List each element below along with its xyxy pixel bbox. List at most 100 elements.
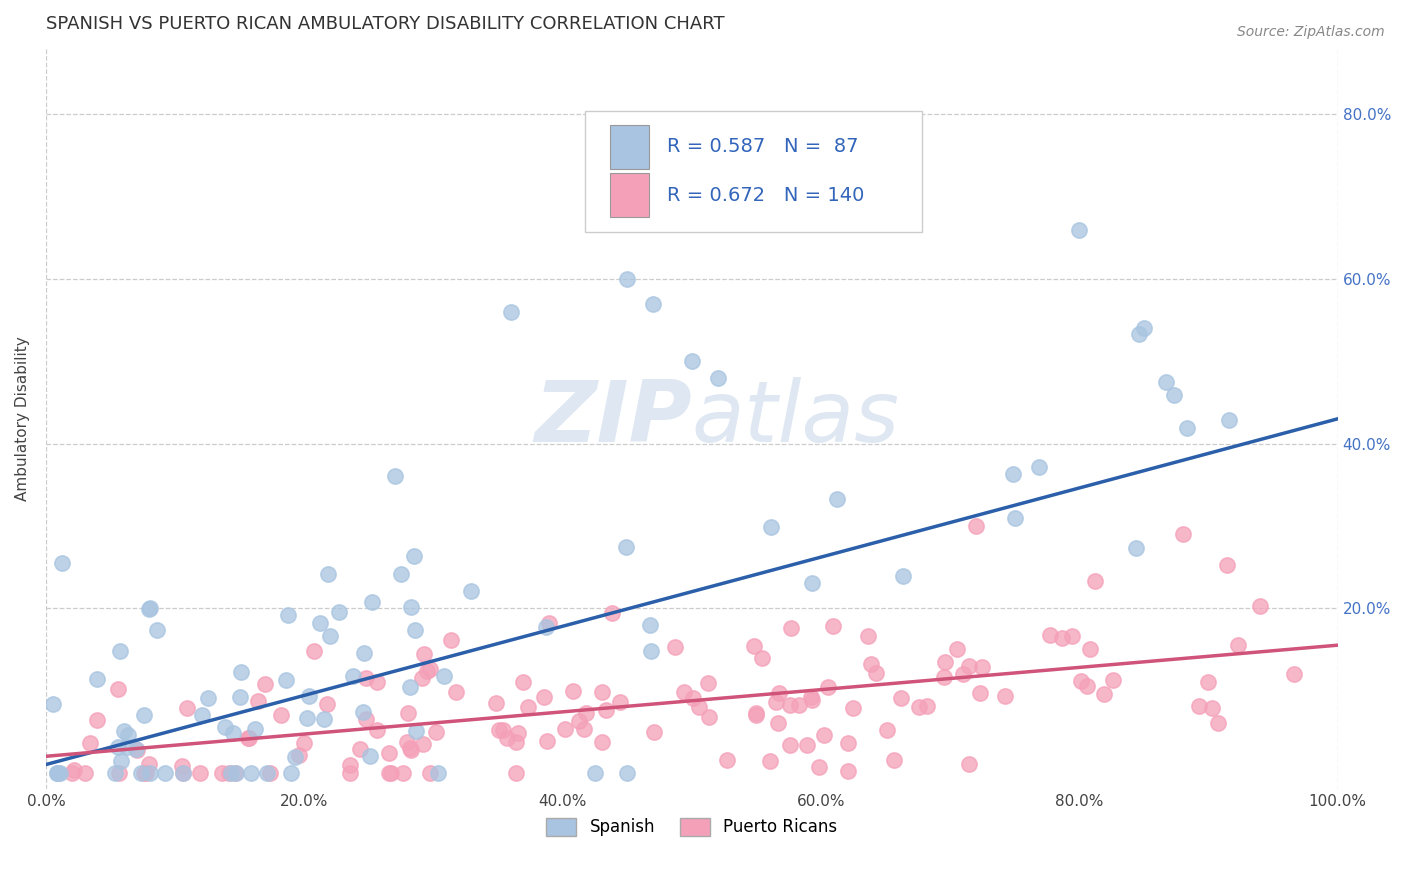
Point xyxy=(125,742,148,756)
Point xyxy=(236,731,259,746)
Point xyxy=(766,715,789,730)
Point xyxy=(575,706,598,721)
Point xyxy=(1201,700,1223,714)
Point xyxy=(412,738,434,752)
Point xyxy=(915,699,938,714)
Point xyxy=(496,731,519,746)
Point xyxy=(1050,632,1073,646)
Point xyxy=(60,765,83,780)
Point xyxy=(224,765,246,780)
Point xyxy=(1128,327,1150,342)
Point xyxy=(277,607,299,622)
Point xyxy=(664,640,686,655)
Point xyxy=(86,672,108,686)
Point xyxy=(51,556,73,570)
Point xyxy=(153,765,176,780)
Point xyxy=(825,492,848,507)
Point xyxy=(411,671,433,685)
Point xyxy=(823,618,845,632)
Point xyxy=(378,765,401,780)
Point xyxy=(419,765,441,780)
Point xyxy=(807,760,830,774)
Point xyxy=(1133,321,1156,335)
Point xyxy=(354,672,377,686)
Point xyxy=(392,765,415,780)
Point xyxy=(222,726,245,740)
Point xyxy=(413,647,436,661)
Point xyxy=(768,686,790,700)
Point xyxy=(63,764,86,778)
Point xyxy=(328,605,350,619)
Point xyxy=(672,684,695,698)
Legend: Spanish, Puerto Ricans: Spanish, Puerto Ricans xyxy=(546,818,838,837)
Point xyxy=(384,469,406,483)
Point xyxy=(837,736,859,750)
Point xyxy=(891,568,914,582)
Point xyxy=(318,629,340,643)
Point xyxy=(1218,412,1240,426)
Point xyxy=(759,519,782,533)
Point xyxy=(138,756,160,771)
Point xyxy=(699,709,721,723)
Point xyxy=(1154,375,1177,389)
Point xyxy=(801,575,824,590)
Point xyxy=(274,673,297,688)
Point xyxy=(117,728,139,742)
Point xyxy=(107,765,129,780)
Point xyxy=(339,765,361,780)
Point xyxy=(380,765,402,780)
Point xyxy=(107,739,129,754)
Point xyxy=(75,765,97,780)
Point xyxy=(259,765,281,780)
Point xyxy=(211,765,233,780)
Point xyxy=(681,354,703,368)
Point xyxy=(1102,673,1125,687)
Point xyxy=(399,743,422,757)
Point xyxy=(399,599,422,614)
Point xyxy=(416,664,439,678)
Point xyxy=(176,701,198,715)
Point xyxy=(125,743,148,757)
Point xyxy=(505,765,527,780)
Point xyxy=(342,669,364,683)
Point xyxy=(779,738,801,752)
Point xyxy=(969,685,991,699)
Point xyxy=(292,736,315,750)
Point xyxy=(378,746,401,760)
Point xyxy=(170,759,193,773)
Point xyxy=(1227,639,1250,653)
Point xyxy=(957,658,980,673)
Point xyxy=(1175,421,1198,435)
Point xyxy=(796,739,818,753)
Point xyxy=(751,650,773,665)
Text: R = 0.587   N =  87: R = 0.587 N = 87 xyxy=(668,137,859,156)
Point xyxy=(554,723,576,737)
Point xyxy=(614,540,637,554)
Point xyxy=(134,708,156,723)
Point xyxy=(460,584,482,599)
Point xyxy=(688,699,710,714)
Y-axis label: Ambulatory Disability: Ambulatory Disability xyxy=(15,336,30,501)
Point xyxy=(1069,222,1091,236)
Point xyxy=(706,370,728,384)
Point xyxy=(1284,667,1306,681)
Point xyxy=(745,706,768,720)
Point xyxy=(1028,459,1050,474)
Point xyxy=(419,662,441,676)
Point xyxy=(890,690,912,705)
Point xyxy=(295,711,318,725)
Point xyxy=(1206,715,1229,730)
Point xyxy=(1076,679,1098,693)
Point xyxy=(813,728,835,742)
Point xyxy=(505,735,527,749)
Point xyxy=(254,676,277,690)
Point xyxy=(138,601,160,615)
Point xyxy=(858,629,880,643)
Point xyxy=(837,764,859,778)
Point xyxy=(779,621,801,635)
Text: R = 0.672   N = 140: R = 0.672 N = 140 xyxy=(668,186,865,204)
Point xyxy=(270,708,292,723)
Point xyxy=(800,690,823,704)
Point xyxy=(485,696,508,710)
Point xyxy=(876,723,898,737)
